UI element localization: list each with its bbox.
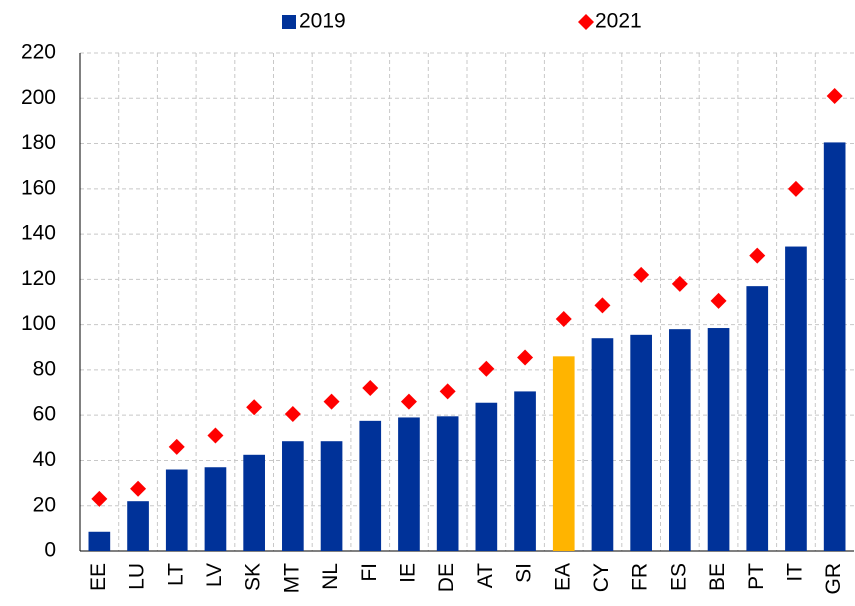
- bar: [127, 501, 149, 551]
- marker: [439, 383, 456, 400]
- legend-label: 2019: [299, 10, 346, 33]
- marker: [826, 88, 843, 105]
- bar: [591, 338, 614, 551]
- bar: [746, 286, 769, 551]
- bar: [398, 417, 420, 551]
- x-tick-label: LV: [203, 563, 226, 587]
- y-tick-label: 60: [33, 403, 56, 426]
- y-tick-label: 40: [33, 448, 56, 471]
- x-tick-label: EE: [87, 563, 110, 591]
- x-tick-label: LT: [164, 563, 187, 586]
- x-tick-label: PT: [745, 563, 768, 590]
- bar: [359, 420, 382, 551]
- marker: [130, 480, 147, 497]
- marker: [400, 393, 417, 410]
- marker: [787, 180, 804, 197]
- legend-swatch: [578, 14, 594, 30]
- bar: [707, 328, 730, 551]
- marker: [323, 393, 340, 410]
- x-tick-label: CY: [590, 563, 613, 592]
- x-tick-label: SK: [242, 563, 265, 591]
- y-tick-label: 120: [21, 267, 56, 290]
- marker: [517, 349, 534, 366]
- x-tick-label: FR: [629, 563, 652, 591]
- y-tick-label: 20: [33, 493, 56, 516]
- x-tick-label: ES: [667, 563, 690, 591]
- y-tick-label: 180: [21, 131, 56, 154]
- y-tick-label: 200: [21, 86, 56, 109]
- marker: [749, 247, 766, 264]
- y-tick-label: 160: [21, 176, 56, 199]
- bar: [243, 454, 265, 551]
- marker: [91, 490, 108, 507]
- y-tick-label: 0: [44, 539, 56, 562]
- x-tick-label: NL: [319, 563, 342, 590]
- marker: [478, 360, 495, 377]
- bar: [514, 391, 536, 551]
- x-tick-label: SI: [513, 563, 536, 583]
- y-tick-label: 140: [21, 222, 56, 245]
- bar: [282, 441, 304, 551]
- bar: [165, 469, 188, 551]
- x-tick-label: BE: [706, 563, 729, 591]
- x-tick-label: IE: [396, 563, 419, 583]
- marker: [671, 275, 688, 292]
- x-tick-label: GR: [822, 563, 845, 595]
- bar: [475, 402, 498, 551]
- x-tick-label: AT: [474, 563, 497, 588]
- bar: [436, 416, 459, 551]
- marker: [594, 297, 611, 314]
- y-tick-label: 80: [33, 357, 56, 380]
- bar: [204, 467, 227, 551]
- x-tick-label: EA: [551, 563, 574, 591]
- marker: [362, 380, 379, 397]
- y-tick-label: 220: [21, 41, 56, 64]
- marker: [246, 399, 263, 416]
- bar: [630, 334, 652, 551]
- marker: [633, 266, 650, 283]
- bar: [88, 531, 111, 551]
- x-tick-label: IT: [783, 563, 806, 582]
- marker: [555, 310, 572, 327]
- legend-label: 2021: [595, 10, 642, 33]
- marker: [710, 292, 727, 309]
- bar: [320, 441, 343, 551]
- bar: [785, 246, 807, 552]
- bar: [823, 142, 846, 551]
- marker: [284, 406, 301, 423]
- x-tick-label: DE: [435, 563, 458, 592]
- bar: [552, 356, 575, 551]
- marker: [168, 438, 185, 455]
- marker: [207, 427, 224, 444]
- y-tick-label: 100: [21, 312, 56, 335]
- x-tick-label: LU: [126, 563, 149, 590]
- x-tick-label: MT: [280, 563, 303, 593]
- bar: [669, 329, 691, 551]
- x-tick-label: FI: [358, 563, 381, 582]
- legend-swatch: [282, 15, 296, 29]
